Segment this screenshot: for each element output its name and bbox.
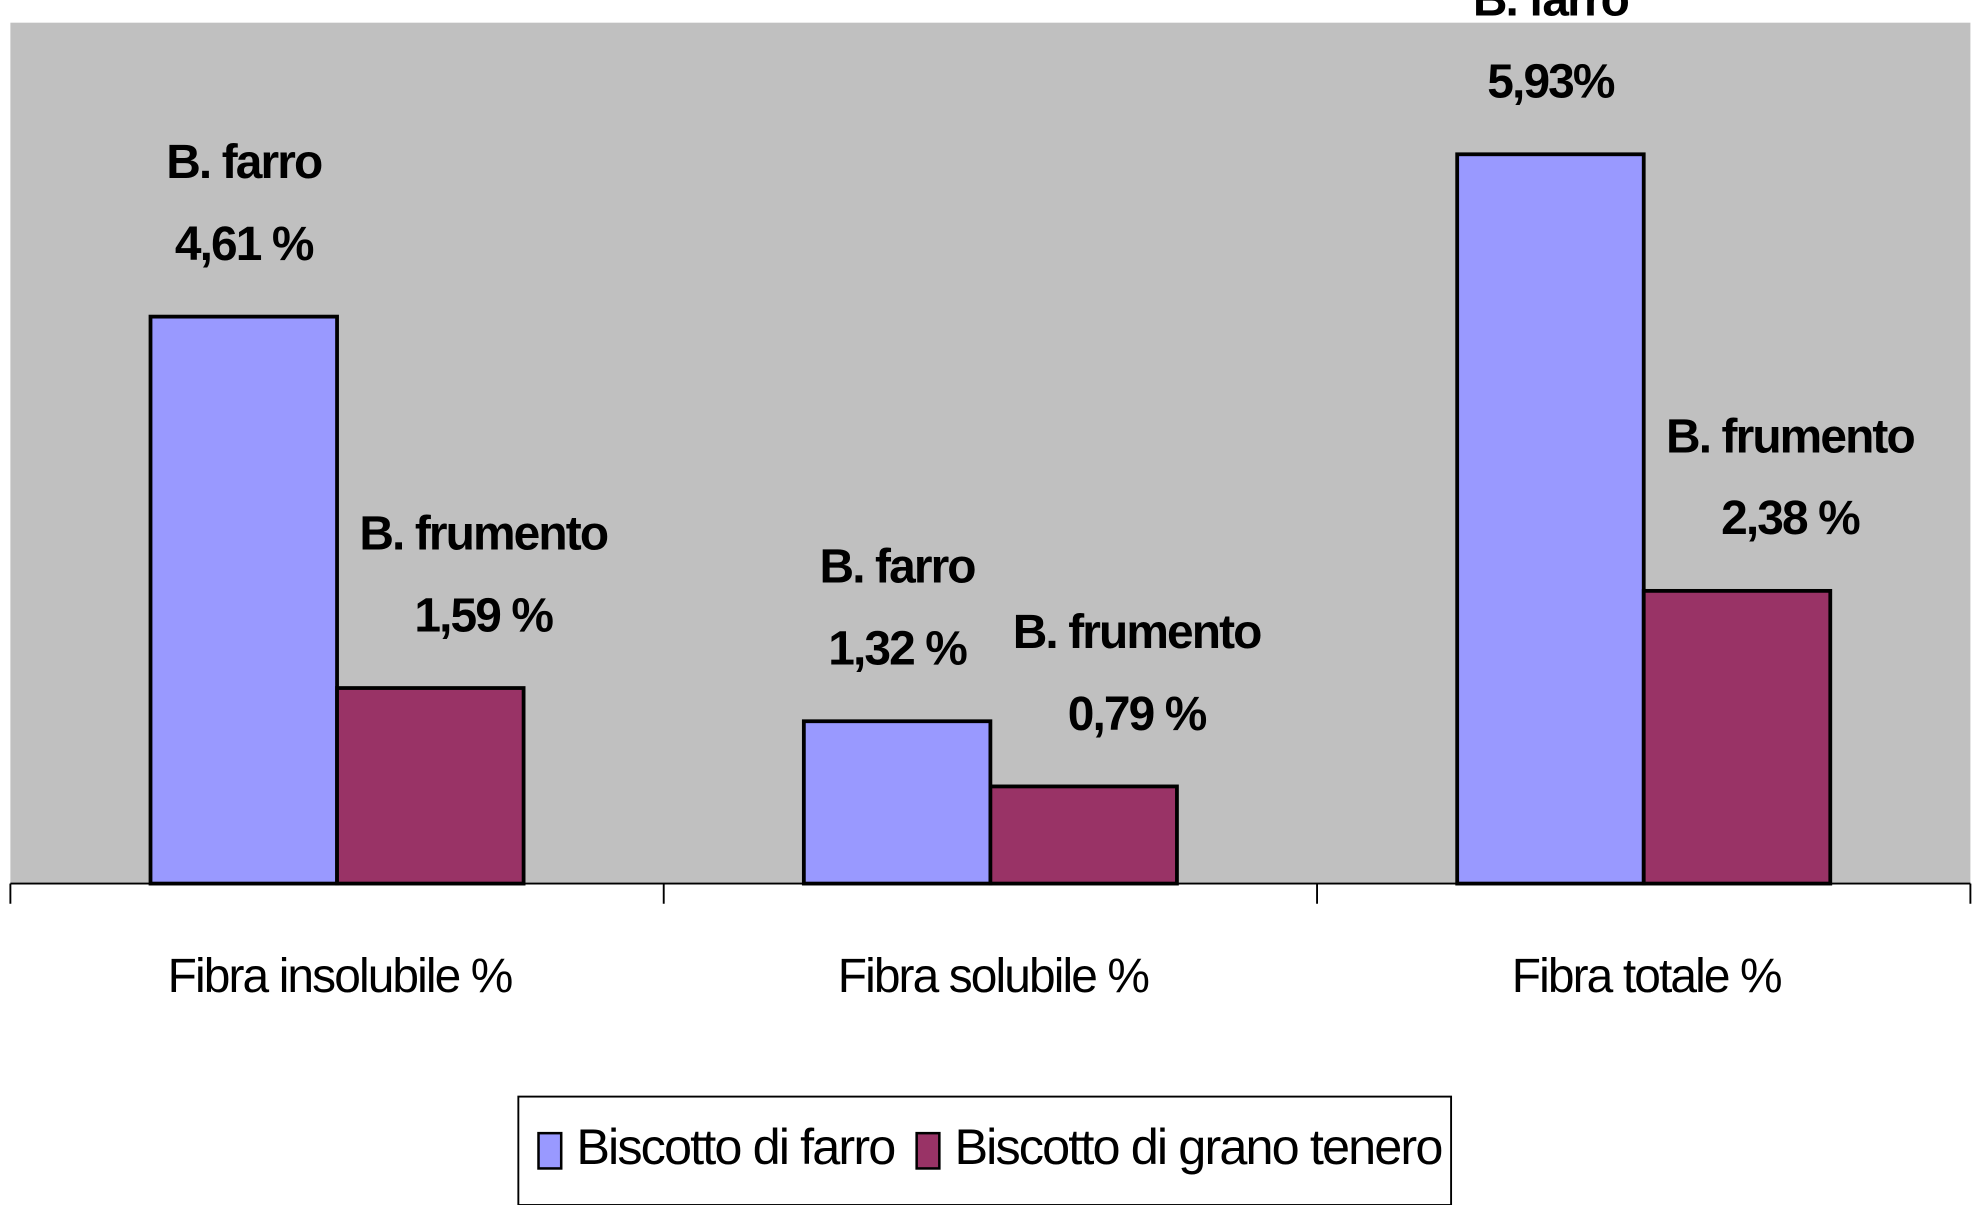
legend-label: Biscotto di grano tenero [954,1118,1441,1175]
legend-label: Biscotto di farro [576,1118,894,1175]
x-tick-label: Fibra solubile % [838,950,1149,1003]
x-tick-label: Fibra totale % [1512,950,1781,1003]
data-label-name: B. frumento [359,507,607,560]
legend-swatch [537,1131,563,1170]
bar [335,686,526,886]
data-label: 4,61 % [175,218,314,271]
legend-swatch [915,1131,941,1170]
data-label: 1,59 % [414,589,553,642]
bar [1455,152,1646,886]
bar [988,784,1179,886]
data-label-name: B. farro [1473,0,1629,27]
data-label: 0,79 % [1068,688,1207,741]
data-label-name: B. frumento [1666,410,1914,463]
data-label: 1,32 % [828,623,967,676]
data-label-name: B. farro [820,541,976,594]
x-tick-label: Fibra insolubile % [168,950,512,1003]
bar [148,314,339,886]
bar [1641,588,1833,886]
bar [801,719,993,886]
data-label: 2,38 % [1721,492,1860,545]
legend [517,1095,1453,1205]
data-label: 5,93% [1487,56,1615,109]
data-label-name: B. frumento [1013,606,1261,659]
data-label-name: B. farro [166,136,322,189]
